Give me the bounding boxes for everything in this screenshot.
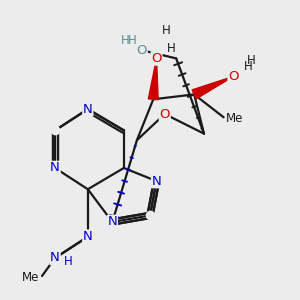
Text: O: O <box>151 52 162 65</box>
Text: H: H <box>162 24 171 37</box>
Text: H: H <box>167 42 176 55</box>
Text: H: H <box>121 34 130 47</box>
Text: Me: Me <box>22 271 39 284</box>
Text: H: H <box>128 34 136 47</box>
Text: H: H <box>244 60 253 73</box>
Text: N: N <box>107 215 117 229</box>
Text: N: N <box>152 175 161 188</box>
Text: O: O <box>228 70 239 83</box>
Text: N: N <box>83 230 93 243</box>
Polygon shape <box>192 76 233 99</box>
Polygon shape <box>148 58 158 100</box>
Text: N: N <box>50 251 60 265</box>
Text: O: O <box>160 107 170 121</box>
Text: H: H <box>247 53 256 67</box>
Text: Me: Me <box>226 112 244 125</box>
Text: N: N <box>50 161 60 175</box>
Text: N: N <box>83 103 93 116</box>
Text: O: O <box>136 44 147 57</box>
Text: H: H <box>64 255 73 268</box>
